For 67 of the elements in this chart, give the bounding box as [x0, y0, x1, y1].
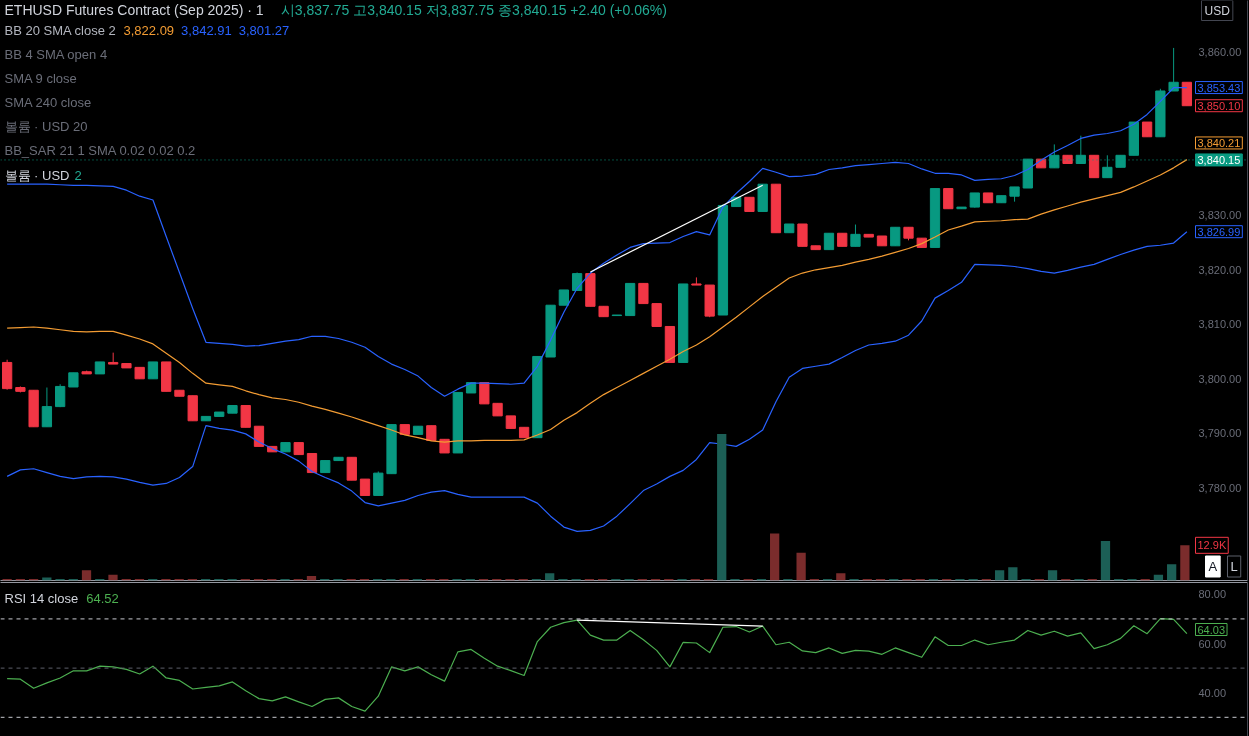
- candlestick: [346, 456, 357, 481]
- line-series: [6, 159, 1188, 443]
- y-tick-label: 3,830.00: [1198, 209, 1242, 222]
- text: L: [1230, 559, 1238, 574]
- candlestick: [306, 452, 318, 474]
- y-tick-label: 3,820.00: [1198, 263, 1242, 276]
- annotation: 64.52: [86, 591, 119, 606]
- line-series: [6, 618, 1188, 712]
- annotation: 2: [74, 168, 82, 183]
- candlestick: [638, 282, 649, 305]
- text: A: [1208, 559, 1218, 574]
- candlestick: [890, 226, 901, 247]
- bar: [108, 574, 118, 581]
- ref-line-label: 3,840.15: [1197, 153, 1241, 166]
- candlestick: [850, 224, 861, 247]
- candlestick: [41, 387, 53, 428]
- chart-title: ETHUSD Futures Contract (Sep 2025) · 1: [4, 1, 264, 18]
- annotation: 볼륨 · USD 20: [4, 119, 88, 134]
- y-axis-title: USD: [1204, 3, 1231, 18]
- candlestick: [373, 470, 384, 496]
- candlestick: [797, 223, 808, 247]
- annotation: SMA 240 close: [4, 95, 92, 110]
- bar: [1047, 570, 1058, 581]
- candlestick: [651, 303, 662, 327]
- bar: [1180, 545, 1190, 581]
- candlestick: [943, 188, 954, 210]
- candlestick: [479, 382, 490, 405]
- candlestick: [1168, 47, 1179, 92]
- y-tick-label: 3,790.00: [1198, 427, 1242, 440]
- text: 12.9K: [1197, 539, 1227, 552]
- bar: [81, 570, 92, 581]
- y-tick-label: 3,800.00: [1198, 372, 1242, 385]
- bar: [1167, 564, 1177, 581]
- data-label: 3,840.21: [1197, 136, 1241, 149]
- bar: [1100, 540, 1111, 581]
- bar: [994, 570, 1005, 581]
- y-tick-label: 80.00: [1198, 588, 1227, 601]
- y-tick-label: 60.00: [1198, 637, 1227, 650]
- bar: [796, 552, 806, 581]
- bar: [1008, 567, 1018, 581]
- candlestick: [1088, 154, 1100, 179]
- annotation: BB 20 SMA close 2: [4, 23, 116, 38]
- annotation: 3,801.27: [238, 23, 290, 38]
- bar: [717, 433, 727, 581]
- bar: [836, 573, 846, 581]
- candlestick: [1181, 81, 1193, 107]
- text: 3,850.10: [1197, 99, 1241, 112]
- data-label: 3,826.99: [1197, 225, 1241, 238]
- bar: [545, 573, 555, 581]
- y-tick-label: 40.00: [1198, 686, 1227, 699]
- annotation: 3,822.09: [123, 23, 175, 38]
- line-series: [6, 231, 1188, 533]
- annotation: SMA 9 close: [4, 71, 77, 86]
- candlestick: [253, 425, 265, 447]
- annotation: 3,842.91: [181, 23, 232, 38]
- annotation: BB 4 SMA open 4: [4, 47, 108, 62]
- data-label: 3,853.43: [1197, 81, 1241, 94]
- y-tick-label: 3,860.00: [1198, 45, 1242, 58]
- bar: [770, 533, 780, 581]
- data-label: 64.03: [1197, 623, 1226, 636]
- y-tick-label: 3,810.00: [1198, 318, 1242, 331]
- chart-subtitle: 시3,837.75 고3,840.15 저3,837.75 종3,840.15 +2.40 (+0.06%): [280, 1, 667, 18]
- annotation: RSI 14 close: [4, 591, 79, 606]
- annotation: BB_SAR 21 1 SMA 0.02 0.02 0.2: [4, 143, 196, 158]
- annotation: 볼륨 · USD: [4, 168, 70, 183]
- y-tick-label: 3,780.00: [1198, 481, 1242, 494]
- candlestick: [240, 405, 251, 428]
